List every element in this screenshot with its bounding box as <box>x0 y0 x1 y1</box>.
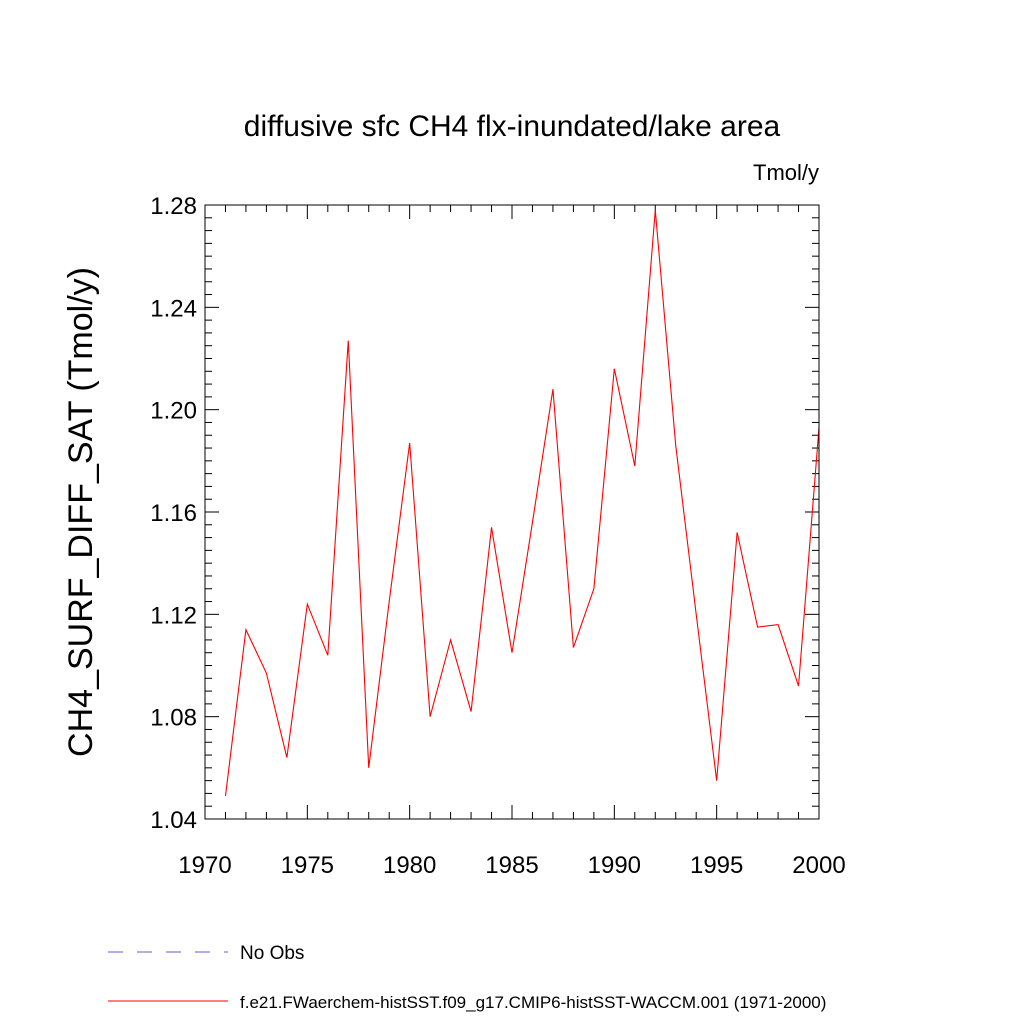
x-tick-label: 1990 <box>588 852 641 879</box>
x-tick-label: 1975 <box>281 852 334 879</box>
y-axis-label: CH4_SURF_DIFF_SAT (Tmol/y) <box>62 267 100 757</box>
legend: No Obs f.e21.FWaerchem-histSST.f09_g17.CM… <box>108 943 826 1012</box>
y-tick-label: 1.04 <box>150 807 197 834</box>
series-group <box>224 210 820 797</box>
y-tick-label: 1.16 <box>150 500 197 527</box>
x-tick-label: 1995 <box>690 852 743 879</box>
x-tick-labels: 1970 1975 1980 1985 1990 1995 2000 <box>178 852 845 879</box>
x-tick-label: 1985 <box>485 852 538 879</box>
units-label: Tmol/y <box>753 160 819 185</box>
chart-title: diffusive sfc CH4 flx-inundated/lake are… <box>244 110 781 143</box>
x-tick-label: 1970 <box>178 852 231 879</box>
axis-ticks <box>204 204 820 820</box>
legend-label: f.e21.FWaerchem-histSST.f09_g17.CMIP6-hi… <box>240 993 826 1012</box>
series-line <box>224 210 820 797</box>
y-tick-labels: 1.04 1.08 1.12 1.16 1.20 1.24 1.28 <box>150 193 197 834</box>
y-tick-label: 1.20 <box>150 398 197 425</box>
y-tick-label: 1.24 <box>150 295 197 322</box>
x-tick-label: 1980 <box>383 852 436 879</box>
y-tick-label: 1.08 <box>150 705 197 732</box>
y-tick-label: 1.28 <box>150 193 197 220</box>
x-tick-label: 2000 <box>792 852 845 879</box>
legend-label: No Obs <box>240 943 304 964</box>
plot-frame <box>204 204 820 820</box>
y-tick-label: 1.12 <box>150 602 197 629</box>
